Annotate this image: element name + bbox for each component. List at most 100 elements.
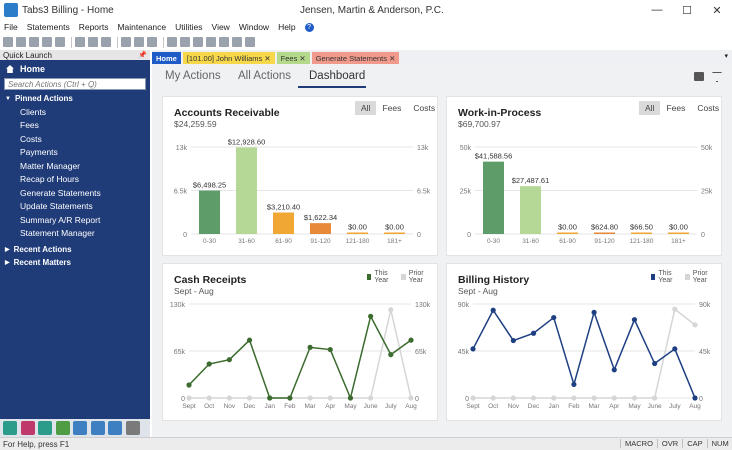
filter-all[interactable]: All — [639, 101, 661, 115]
cash-legend: This Year Prior Year — [367, 270, 437, 284]
menu-maintenance[interactable]: Maintenance — [117, 22, 167, 32]
menu-window[interactable]: Window — [238, 22, 270, 32]
x-tick-label: Dec — [244, 403, 256, 410]
cash-line-chart: 0 0 65k 65k 130k 130k Sept Oct Nov Dec Jan Feb Mar Ap… — [170, 302, 431, 410]
filter-costs[interactable]: Costs — [697, 103, 720, 113]
tab-home[interactable]: Home — [152, 52, 181, 64]
tab-john-williams[interactable]: [101.00] John Williams ✕ — [182, 52, 275, 64]
underline-icon[interactable] — [147, 37, 157, 47]
pinned-actions-header[interactable]: ▼ Pinned Actions — [0, 92, 150, 105]
filter-icon[interactable] — [712, 72, 722, 82]
copy-icon[interactable] — [88, 37, 98, 47]
prior-year-point — [692, 322, 698, 328]
sidebar-item-payments[interactable]: Payments — [20, 147, 58, 158]
card-subtitle: Sept - Aug — [458, 286, 498, 296]
menu-utilities[interactable]: Utilities — [175, 22, 203, 32]
calendar-module-icon[interactable] — [73, 421, 87, 435]
legend-swatch — [367, 274, 372, 280]
menu-file[interactable]: File — [4, 22, 18, 32]
minimize-button[interactable]: — — [651, 4, 663, 16]
recent-matters-header[interactable]: ▶ Recent Matters — [0, 256, 150, 269]
app-title: Tabs3 Billing - Home — [22, 4, 114, 16]
sidebar-item-home[interactable]: Home — [0, 62, 150, 76]
scissors-icon[interactable] — [167, 37, 177, 47]
tabs-module-icon[interactable] — [38, 421, 52, 435]
search-actions-input[interactable]: Search Actions (Ctrl + Q) — [4, 78, 146, 90]
quick-launch-header: Quick Launch 📌 — [0, 50, 150, 60]
x-tick-label: June — [648, 403, 662, 410]
y-tick-label-right: 45k — [699, 349, 711, 356]
x-tick-label: Feb — [568, 403, 580, 410]
x-tick-label: 31-60 — [238, 238, 255, 245]
save-icon[interactable] — [29, 37, 39, 47]
back-icon[interactable] — [206, 37, 216, 47]
app-logo-icon — [4, 3, 18, 17]
print-icon[interactable] — [694, 72, 704, 81]
network-module-icon[interactable] — [108, 421, 122, 435]
x-tick-label: 0-30 — [203, 238, 216, 245]
bar-value-label: $0.00 — [669, 223, 688, 232]
sidebar-item-recap-of-hours[interactable]: Recap of Hours — [20, 174, 80, 185]
menu-help[interactable]: Help — [278, 22, 296, 32]
x-tick-label: Mar — [588, 403, 600, 410]
maximize-button[interactable]: ☐ — [682, 4, 692, 17]
forward-icon[interactable] — [219, 37, 229, 47]
sidebar-item-summary-ar-report[interactable]: Summary A/R Report — [20, 214, 101, 225]
bar — [199, 190, 220, 234]
this-year-point — [307, 344, 313, 350]
x-tick-label: 91-120 — [594, 238, 615, 245]
preview-icon[interactable] — [55, 37, 65, 47]
billing-module-icon[interactable] — [3, 421, 17, 435]
sidebar-item-costs[interactable]: Costs — [20, 133, 42, 144]
sidebar-item-fees[interactable]: Fees — [20, 120, 39, 131]
menu-statements[interactable]: Statements — [26, 22, 70, 32]
home-subnav: My Actions All Actions Dashboard — [152, 64, 732, 90]
tab-all-actions[interactable]: All Actions — [238, 70, 292, 82]
timer-icon[interactable] — [245, 37, 255, 47]
prior-year-point — [551, 395, 557, 401]
calculator-icon[interactable] — [232, 37, 242, 47]
this-year-point — [611, 367, 617, 373]
tabs-dropdown-icon[interactable]: ▾ — [724, 53, 728, 60]
filter-fees[interactable]: Fees — [382, 103, 402, 113]
sidebar-item-update-statements[interactable]: Update Statements — [20, 201, 93, 212]
prior-year-point — [307, 395, 313, 401]
bold-icon[interactable] — [121, 37, 131, 47]
tab-fees[interactable]: Fees ✕ — [276, 52, 310, 64]
pin-icon[interactable]: 📌 — [138, 52, 147, 59]
indicator-num: NUM — [706, 439, 732, 448]
filter-all[interactable]: All — [355, 101, 377, 115]
briefcase-module-icon[interactable] — [55, 421, 70, 435]
legend-swatch — [651, 274, 656, 280]
clipboard-icon[interactable] — [193, 37, 203, 47]
y-tick-label-right: 25k — [701, 189, 713, 196]
mail-module-icon[interactable] — [20, 421, 35, 435]
tab-my-actions[interactable]: My Actions — [165, 70, 221, 82]
italic-icon[interactable] — [134, 37, 144, 47]
menu-view[interactable]: View — [211, 22, 230, 32]
sidebar-item-statement-manager[interactable]: Statement Manager — [20, 228, 95, 239]
tab-generate-statements[interactable]: Generate Statements ✕ — [311, 52, 400, 64]
document-icon[interactable] — [180, 37, 190, 47]
docs-module-icon[interactable] — [90, 421, 105, 435]
print-icon[interactable] — [42, 37, 52, 47]
x-tick-label: Feb — [284, 403, 296, 410]
open-icon[interactable] — [16, 37, 26, 47]
sidebar-item-generate-statements[interactable]: Generate Statements — [20, 187, 101, 198]
close-button[interactable]: ✕ — [712, 4, 722, 17]
cut-icon[interactable] — [75, 37, 85, 47]
sidebar-item-matter-manager[interactable]: Matter Manager — [20, 160, 80, 171]
card-title: Billing History — [458, 274, 530, 286]
paste-icon[interactable] — [101, 37, 111, 47]
sidebar-item-clients[interactable]: Clients — [20, 106, 46, 117]
recent-actions-header[interactable]: ▶ Recent Actions — [0, 243, 150, 256]
new-icon[interactable] — [3, 37, 13, 47]
this-year-point — [551, 314, 557, 321]
filter-costs[interactable]: Costs — [413, 103, 436, 113]
filter-fees[interactable]: Fees — [666, 103, 686, 113]
menu-reports[interactable]: Reports — [78, 22, 109, 32]
help-icon[interactable]: ? — [304, 22, 314, 32]
bar — [483, 161, 504, 234]
wrench-module-icon[interactable] — [125, 421, 140, 435]
tab-dashboard[interactable]: Dashboard — [309, 70, 366, 82]
